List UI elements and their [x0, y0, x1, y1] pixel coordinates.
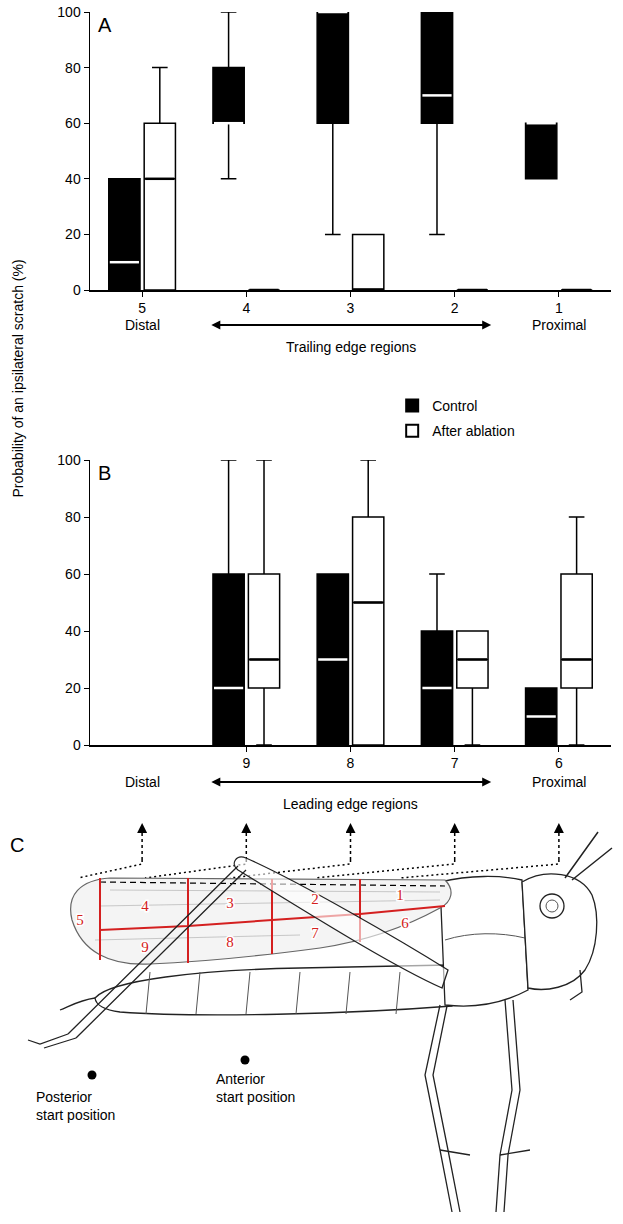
svg-text:Control: Control	[432, 398, 477, 414]
svg-text:Leading edge regions: Leading edge regions	[283, 796, 418, 812]
svg-text:3: 3	[347, 300, 355, 316]
svg-text:40: 40	[65, 623, 81, 639]
svg-text:20: 20	[65, 226, 81, 242]
svg-text:Proximal: Proximal	[532, 774, 586, 790]
svg-text:C: C	[10, 834, 24, 856]
svg-text:20: 20	[65, 680, 81, 696]
svg-text:Distal: Distal	[125, 317, 160, 333]
svg-text:8: 8	[347, 755, 355, 771]
svg-text:B: B	[98, 462, 111, 484]
svg-text:3: 3	[226, 895, 234, 911]
svg-text:9: 9	[141, 939, 149, 955]
svg-text:60: 60	[65, 566, 81, 582]
svg-text:4: 4	[141, 898, 149, 914]
svg-text:80: 80	[65, 60, 81, 76]
svg-text:8: 8	[226, 934, 234, 950]
svg-text:40: 40	[65, 171, 81, 187]
svg-text:2: 2	[311, 891, 319, 907]
svg-text:100: 100	[57, 4, 81, 20]
svg-text:7: 7	[311, 925, 319, 941]
svg-text:1: 1	[396, 887, 404, 903]
svg-text:Posteriorstart position: Posteriorstart position	[36, 1089, 115, 1123]
svg-text:A: A	[98, 14, 112, 36]
svg-text:100: 100	[57, 452, 81, 468]
svg-text:Probability of an ipsilateral: Probability of an ipsilateral scratch (%…	[10, 259, 26, 497]
svg-text:6: 6	[401, 915, 409, 931]
svg-text:Proximal: Proximal	[532, 317, 586, 333]
svg-text:0: 0	[73, 282, 81, 298]
svg-text:60: 60	[65, 115, 81, 131]
svg-text:6: 6	[555, 755, 563, 771]
svg-text:0: 0	[73, 737, 81, 753]
svg-text:Anteriorstart position: Anteriorstart position	[216, 1071, 295, 1105]
svg-text:2: 2	[451, 300, 459, 316]
svg-text:Distal: Distal	[125, 774, 160, 790]
svg-text:5: 5	[76, 912, 84, 928]
svg-text:9: 9	[242, 755, 250, 771]
svg-text:80: 80	[65, 509, 81, 525]
svg-text:After ablation: After ablation	[432, 423, 515, 439]
svg-text:1: 1	[555, 300, 563, 316]
svg-text:Trailing edge regions: Trailing edge regions	[286, 339, 416, 355]
svg-text:7: 7	[451, 755, 459, 771]
svg-text:5: 5	[138, 300, 146, 316]
svg-text:4: 4	[242, 300, 250, 316]
